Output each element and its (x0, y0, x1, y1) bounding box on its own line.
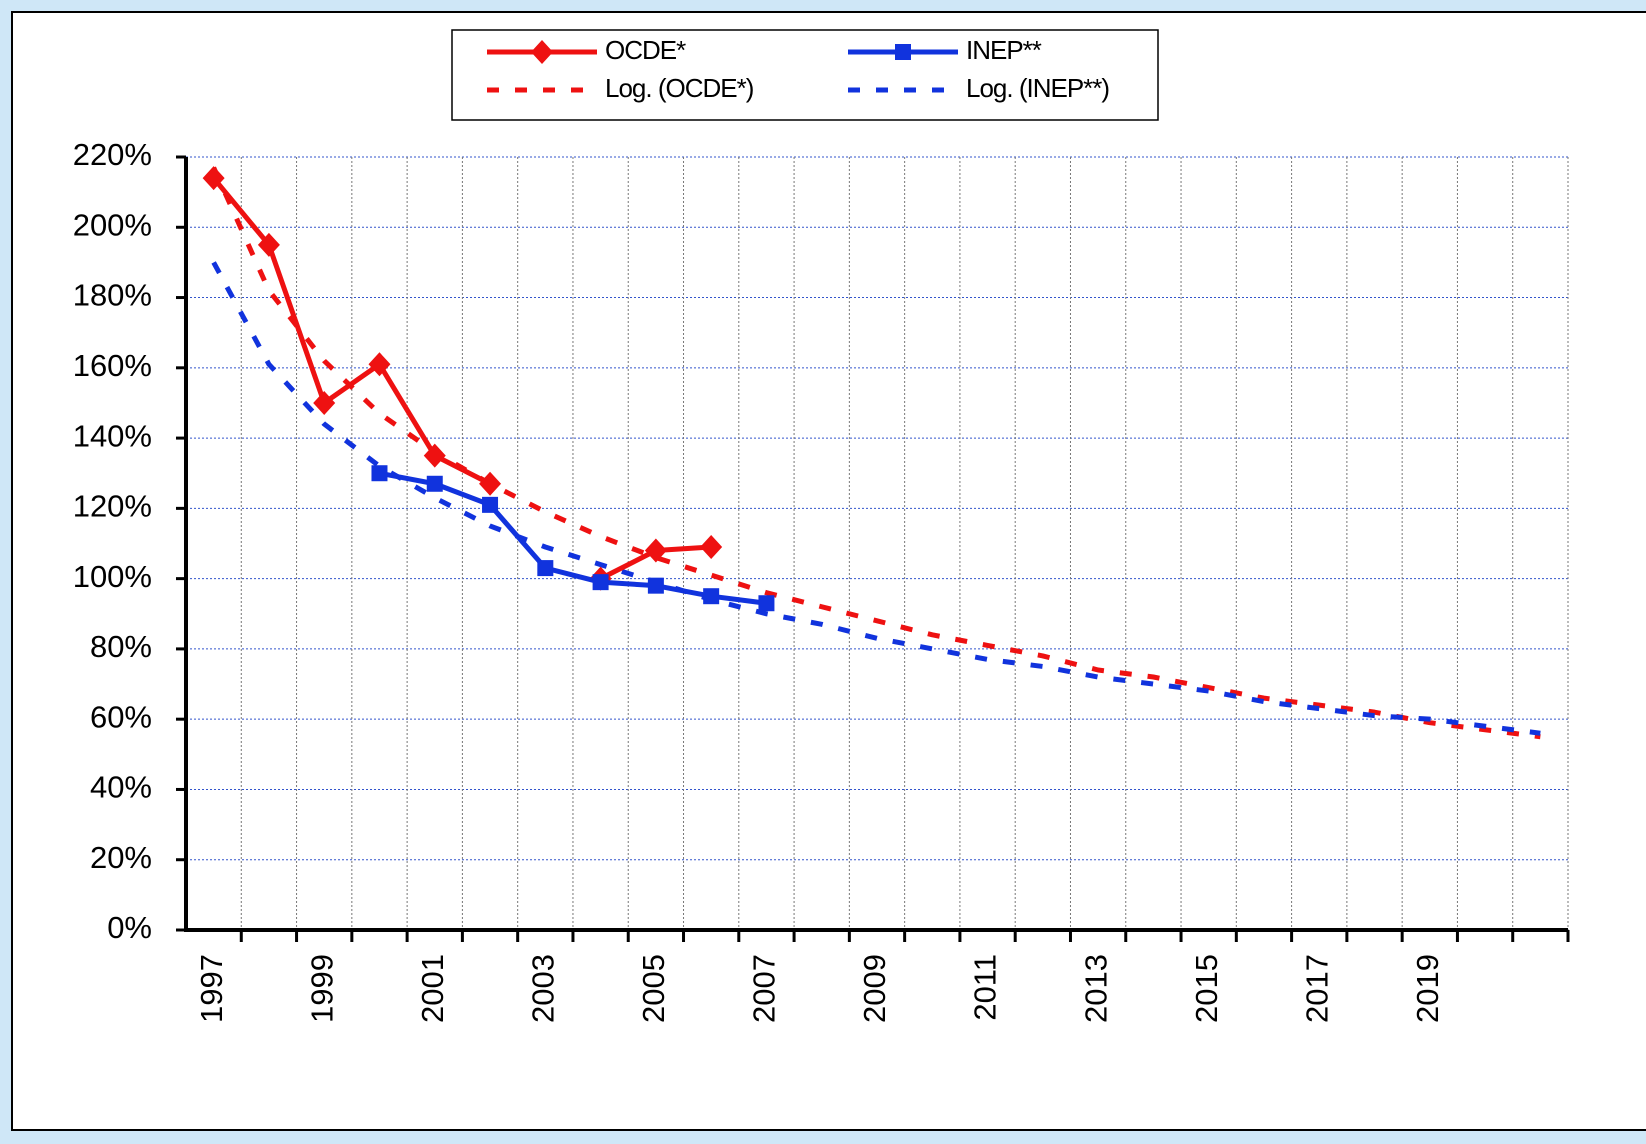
y-tick-label: 160% (73, 348, 152, 383)
x-tick-label: 2013 (1078, 954, 1113, 1023)
x-tick-label: 2005 (636, 954, 671, 1023)
y-tick-label: 20% (90, 840, 152, 875)
y-tick-label: 0% (107, 910, 152, 945)
marker (647, 577, 664, 594)
marker (479, 471, 502, 496)
x-tick-label: 2007 (747, 954, 782, 1023)
marker (531, 40, 553, 64)
x-tick-label: 2017 (1299, 954, 1334, 1023)
x-tick-label: 2011 (968, 954, 1003, 1021)
x-tick-label: 2009 (857, 954, 892, 1023)
x-tick-label: 1997 (194, 954, 229, 1023)
x-tick-label: 2019 (1410, 954, 1445, 1023)
legend-label: INEP** (966, 35, 1042, 65)
marker (703, 588, 720, 605)
marker (537, 560, 554, 577)
marker (482, 496, 499, 513)
x-tick-label: 2001 (415, 954, 450, 1023)
marker (644, 538, 667, 563)
legend-label: Log. (OCDE*) (605, 73, 754, 103)
marker (313, 390, 336, 415)
chart-panel (11, 11, 1646, 1131)
y-tick-label: 140% (73, 418, 152, 453)
marker (371, 465, 388, 482)
x-tick-label: 2015 (1189, 954, 1224, 1023)
legend-box (451, 29, 1159, 121)
legend-label: OCDE* (605, 35, 686, 65)
legend-label: Log. (INEP**) (966, 73, 1109, 103)
marker (257, 232, 280, 257)
y-tick-label: 40% (90, 770, 152, 805)
marker (426, 475, 443, 492)
y-tick-label: 200% (73, 207, 152, 242)
x-tick-label: 2003 (526, 954, 561, 1023)
y-tick-label: 100% (73, 559, 152, 594)
marker (700, 535, 723, 560)
y-tick-label: 180% (73, 278, 152, 313)
marker (592, 574, 609, 591)
y-tick-label: 80% (90, 629, 152, 664)
y-tick-label: 60% (90, 699, 152, 734)
marker (423, 443, 446, 468)
y-tick-label: 120% (73, 489, 152, 524)
marker (758, 595, 775, 612)
x-tick-label: 1999 (304, 954, 339, 1023)
series-line (379, 470, 767, 606)
marker (895, 44, 911, 60)
marker (202, 166, 225, 191)
y-tick-label: 220% (73, 137, 152, 172)
marker (368, 352, 391, 377)
